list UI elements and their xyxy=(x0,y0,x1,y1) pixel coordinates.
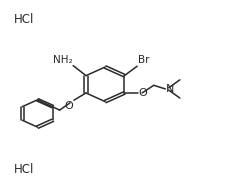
Text: HCl: HCl xyxy=(14,13,35,26)
Text: Br: Br xyxy=(138,55,150,65)
Text: N: N xyxy=(166,84,174,94)
Text: O: O xyxy=(64,101,73,111)
Text: NH₂: NH₂ xyxy=(53,55,72,65)
Text: HCl: HCl xyxy=(14,163,35,176)
Text: O: O xyxy=(139,88,147,98)
